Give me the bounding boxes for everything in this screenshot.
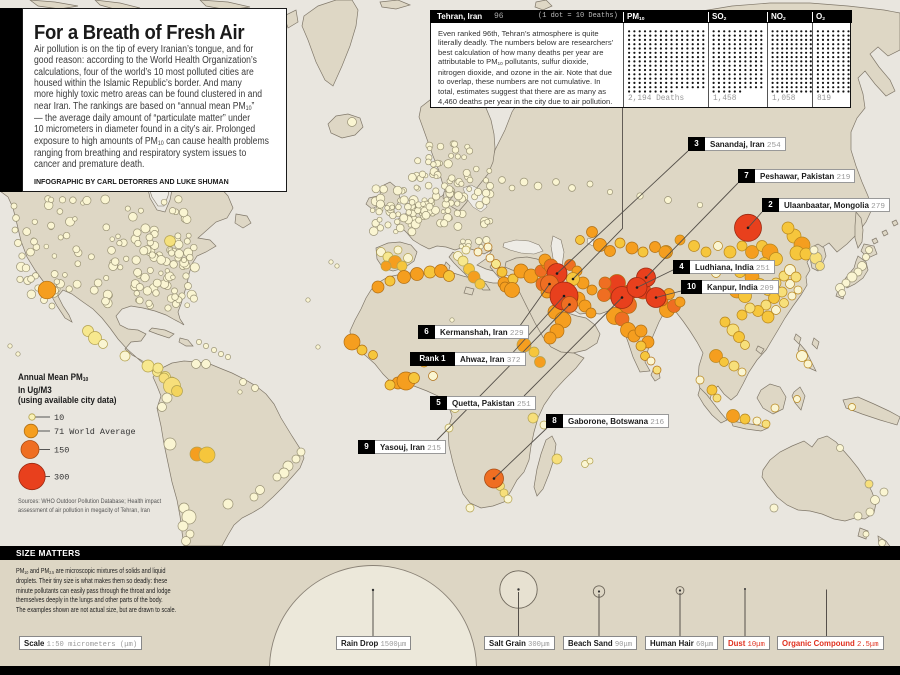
svg-text:300: 300 <box>54 473 69 483</box>
svg-text:150: 150 <box>54 446 69 456</box>
svg-text:71 World Average: 71 World Average <box>54 427 136 437</box>
svg-text:10: 10 <box>54 413 64 423</box>
